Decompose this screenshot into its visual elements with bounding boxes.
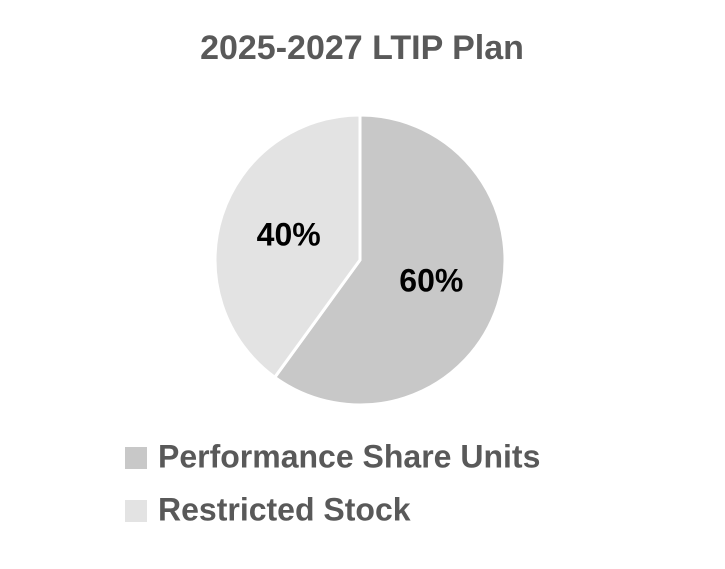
legend-label: Restricted Stock xyxy=(158,491,411,527)
legend-label: Performance Share Units xyxy=(158,438,540,474)
data-label: 60% xyxy=(399,263,463,299)
pie-slice xyxy=(273,113,507,407)
chart-title: 2025-2027 LTIP Plan xyxy=(200,29,524,67)
legend-swatch xyxy=(125,500,147,522)
data-label: 40% xyxy=(257,216,321,252)
legend-swatch xyxy=(125,447,147,469)
pie-slice xyxy=(213,113,362,379)
